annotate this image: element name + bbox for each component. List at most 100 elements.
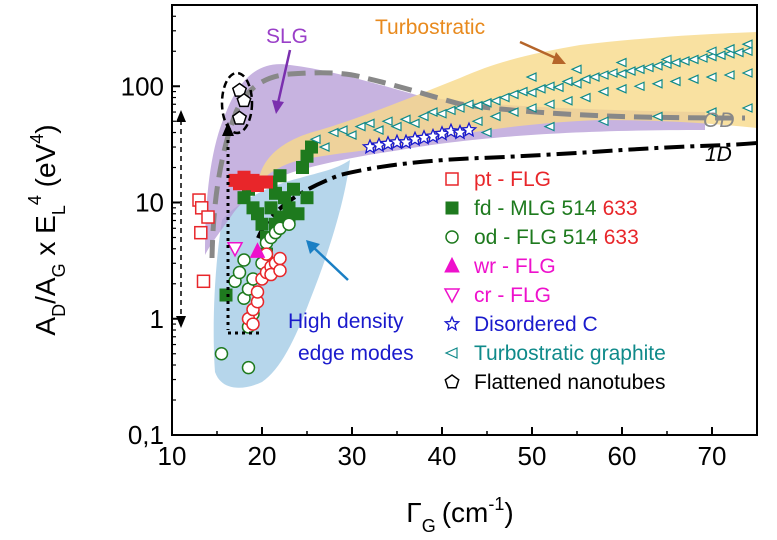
open-triangle-left-point xyxy=(660,54,672,65)
slg-arrow-head xyxy=(272,100,284,114)
open-triangle-left-point xyxy=(336,125,348,135)
open-circle-point xyxy=(214,346,229,361)
open-triangle-left-point xyxy=(480,97,492,108)
legend-label-main: pt - FLG xyxy=(474,168,551,191)
open-triangle-left-point xyxy=(633,64,645,75)
open-triangle-left-point xyxy=(552,82,564,93)
open-triangle-left-point xyxy=(579,74,591,85)
open-triangle-left-point xyxy=(678,56,690,66)
y-title-part: 4 xyxy=(27,134,47,144)
y-tick-label: 1 xyxy=(150,304,164,334)
open-triangle-left-point xyxy=(705,46,717,57)
series-group xyxy=(192,193,215,289)
x-title-close: ) xyxy=(504,497,513,528)
slg-label: SLG xyxy=(266,25,308,48)
open-triangle-left-point xyxy=(408,118,420,129)
legend-label-suffix: 633 xyxy=(604,226,639,249)
legend-label-main: Turbostratic graphite xyxy=(474,342,666,365)
legend-label-main: fd - MLG 514 xyxy=(474,197,597,220)
series-group xyxy=(309,39,753,152)
open-triangle-left-point xyxy=(579,92,591,103)
open-triangle-left-point xyxy=(597,116,609,127)
open-triangle-left-point xyxy=(606,68,618,78)
open-triangle-left-point xyxy=(534,83,546,94)
open-triangle-left-point xyxy=(741,103,753,113)
y-title-part: x E xyxy=(30,215,61,263)
high-density-arrow-head xyxy=(306,240,320,254)
open-triangle-left-point xyxy=(516,86,528,97)
open-triangle-left-point xyxy=(525,87,537,98)
open-triangle-left-point xyxy=(561,95,573,106)
open-square-point xyxy=(194,225,208,240)
slg-arrow xyxy=(276,49,292,104)
series-group xyxy=(361,121,478,155)
open-triangle-left-point xyxy=(588,72,600,82)
open-pentagon-point xyxy=(236,92,252,108)
oned-curve-label: 1D xyxy=(705,143,732,166)
open-triangle-left-point xyxy=(669,76,681,87)
turbostratic-label: Turbostratic xyxy=(375,16,485,39)
open-star-point xyxy=(460,121,478,138)
legend-label: Flattened nanotubes xyxy=(474,371,665,394)
y-title-part: A xyxy=(30,317,61,336)
open-circle-point xyxy=(273,251,287,266)
open-triangle-left-point xyxy=(651,111,663,122)
open-triangle-left-point xyxy=(417,111,429,122)
series-group xyxy=(228,170,273,193)
legend-marker xyxy=(445,201,459,215)
legend-label: cr - FLG xyxy=(474,284,551,307)
legend-marker xyxy=(444,256,460,273)
series-group xyxy=(249,242,266,258)
open-triangle-left-point xyxy=(615,83,627,94)
open-circle-point xyxy=(232,265,247,280)
open-triangle-left-point xyxy=(525,72,537,82)
y-tick-label: 0,1 xyxy=(128,420,164,450)
x-tick-label: 10 xyxy=(158,441,187,471)
x-axis-title: ΓG (cm-1) xyxy=(406,494,513,536)
open-triangle-left-point xyxy=(597,70,609,80)
y-title-part: G xyxy=(49,263,69,277)
legend-label-main: wr - FLG xyxy=(473,255,556,278)
high-density-label-1: High density xyxy=(288,310,404,333)
legend-marker xyxy=(444,347,458,359)
series-group xyxy=(241,247,287,331)
open-triangle-left-point xyxy=(345,130,357,141)
x-tick-label: 40 xyxy=(428,441,457,471)
legend-label: Disordered C xyxy=(474,313,598,336)
open-triangle-left-point xyxy=(471,100,483,111)
open-circle-point xyxy=(246,317,260,331)
range-arrow-bottom xyxy=(176,316,186,328)
open-circle-point xyxy=(250,285,265,299)
open-triangle-left-point xyxy=(624,66,636,77)
open-triangle-left-point xyxy=(372,125,384,135)
x-tick-label: 50 xyxy=(518,441,547,471)
open-triangle-left-point xyxy=(651,78,663,89)
x-tick-label: 30 xyxy=(338,441,367,471)
legend-label-main: Disordered C xyxy=(474,313,598,336)
nanotube-ellipse xyxy=(220,71,254,135)
filled-square-point xyxy=(291,207,305,221)
open-triangle-left-point xyxy=(561,76,573,87)
open-triangle-left-point xyxy=(489,95,501,106)
open-triangle-left-point xyxy=(570,78,582,89)
open-circle-point xyxy=(241,360,256,375)
open-triangle-left-point xyxy=(543,99,555,110)
legend-label-main: Flattened nanotubes xyxy=(474,371,665,394)
legend-label: od - FLG 514 633 xyxy=(474,226,639,249)
oned-curve xyxy=(256,141,757,239)
open-triangle-left-point xyxy=(444,105,456,116)
legend-label: pt - FLG xyxy=(474,168,551,191)
y-title-part: /A xyxy=(30,277,61,304)
od-curve-label: OD xyxy=(703,109,735,132)
legend-label-suffix: 633 xyxy=(603,197,638,220)
open-triangle-left-point xyxy=(498,92,510,103)
open-triangle-left-point xyxy=(435,108,447,119)
filled-square-point xyxy=(287,182,300,196)
high-density-label-2: edge modes xyxy=(298,342,414,365)
open-triangle-left-point xyxy=(525,103,537,113)
y-tick-label: 10 xyxy=(135,188,164,218)
legend-label-main: od - FLG 514 xyxy=(474,226,598,249)
y-title-part: (eV xyxy=(30,143,61,195)
